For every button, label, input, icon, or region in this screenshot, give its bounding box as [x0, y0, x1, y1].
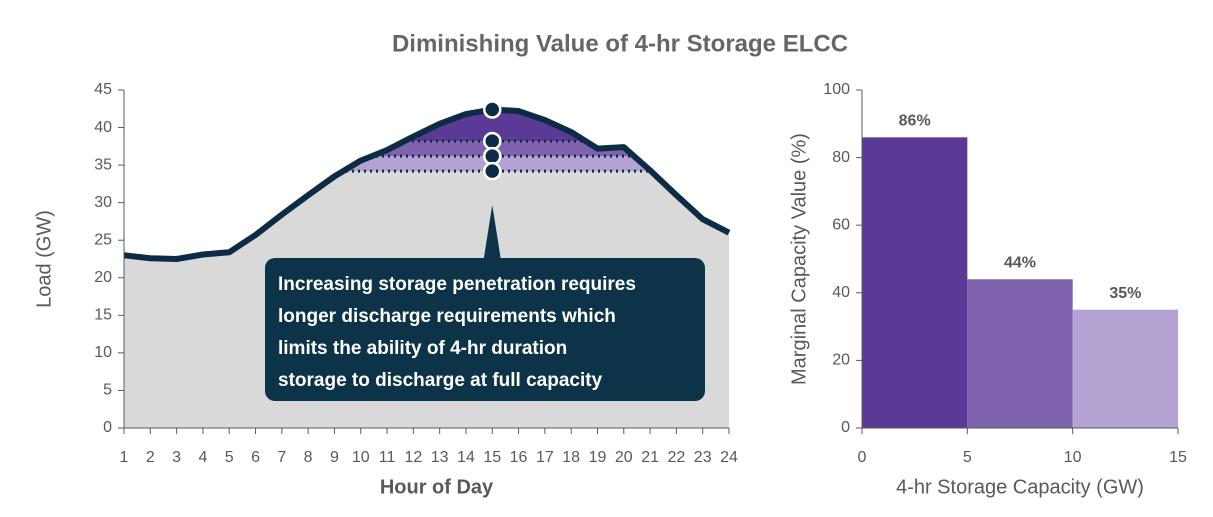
x-tick-label: 15: [1169, 449, 1187, 466]
x-tick-label: 19: [589, 449, 607, 466]
y-tick-label: 10: [94, 344, 112, 361]
y-tick-label: 15: [94, 307, 112, 324]
x-tick-label: 16: [510, 449, 528, 466]
callout-text: limits the ability of 4-hr duration: [278, 338, 567, 359]
storage-band: [124, 141, 729, 157]
x-tick-label: 24: [720, 449, 738, 466]
y-tick-label: 30: [94, 194, 112, 211]
x-tick-label: 2: [146, 449, 155, 466]
callout-text: longer discharge requirements which: [278, 306, 616, 327]
x-axis-label: 4-hr Storage Capacity (GW): [896, 476, 1144, 498]
x-tick-label: 1: [120, 449, 129, 466]
value-label: 86%: [899, 113, 931, 130]
marker-dot: [483, 131, 502, 151]
x-tick-label: 13: [431, 449, 449, 466]
bar: [967, 279, 1073, 428]
x-tick-label: 22: [667, 449, 685, 466]
y-tick-label: 60: [832, 216, 850, 233]
x-tick-label: 9: [330, 449, 339, 466]
x-tick-label: 10: [1064, 449, 1082, 466]
y-tick-label: 35: [94, 156, 112, 173]
callout-box: [265, 258, 705, 401]
x-tick-label: 6: [251, 449, 260, 466]
y-axis-label: Load (GW): [33, 210, 55, 308]
x-tick-label: 4: [198, 449, 207, 466]
callout-pointer: [483, 205, 502, 262]
callout-text: Increasing storage penetration requires: [278, 274, 636, 295]
x-tick-label: 14: [457, 449, 475, 466]
x-tick-label: 11: [379, 449, 396, 466]
x-tick-label: 17: [536, 449, 554, 466]
x-tick-label: 8: [304, 449, 313, 466]
x-tick-label: 20: [615, 449, 633, 466]
bar: [1072, 309, 1178, 428]
y-tick-label: 25: [94, 231, 112, 248]
value-label: 44%: [1004, 254, 1036, 271]
x-axis-label: Hour of Day: [380, 476, 494, 498]
y-tick-label: 80: [832, 149, 850, 166]
x-tick-label: 18: [562, 449, 580, 466]
x-tick-label: 5: [963, 449, 972, 466]
x-tick-label: 12: [404, 449, 422, 466]
y-axis-label: Marginal Capacity Value (%): [788, 133, 810, 385]
y-tick-label: 0: [103, 419, 112, 436]
x-tick-label: 15: [483, 449, 501, 466]
y-tick-label: 40: [832, 284, 850, 301]
marker-dot: [483, 161, 502, 181]
y-tick-label: 20: [94, 269, 112, 286]
y-tick-label: 20: [832, 352, 850, 369]
value-label: 35%: [1109, 285, 1141, 302]
x-tick-label: 10: [352, 449, 370, 466]
load-line: [123, 106, 731, 262]
marker-dot: [483, 146, 502, 166]
x-tick-label: 23: [694, 449, 712, 466]
y-tick-label: 40: [94, 119, 112, 136]
x-tick-label: 5: [225, 449, 234, 466]
y-tick-label: 0: [841, 419, 850, 436]
chart-title: Diminishing Value of 4-hr Storage ELCC: [392, 30, 848, 57]
x-tick-label: 21: [641, 449, 659, 466]
bar: [862, 137, 968, 428]
x-tick-label: 0: [858, 449, 867, 466]
y-tick-label: 5: [103, 382, 112, 399]
x-tick-label: 7: [277, 449, 286, 466]
y-tick-label: 45: [94, 81, 112, 98]
callout-text: storage to discharge at full capacity: [278, 370, 603, 391]
x-tick-label: 3: [172, 449, 181, 466]
y-tick-label: 100: [823, 81, 850, 98]
marker-dot: [483, 100, 502, 119]
